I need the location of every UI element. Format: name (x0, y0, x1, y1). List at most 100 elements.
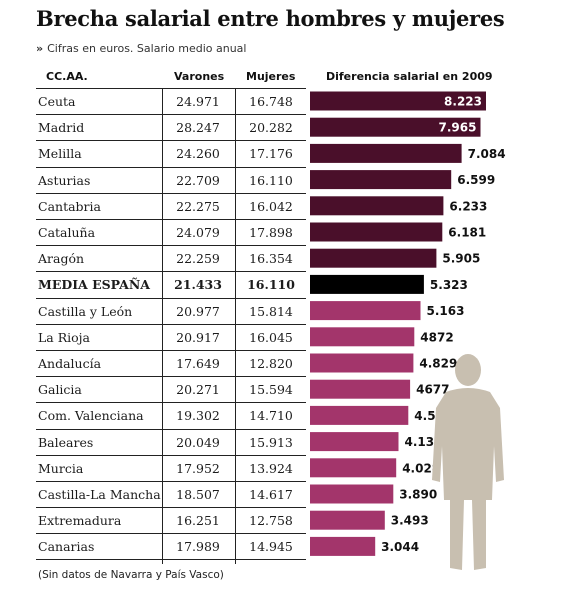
region-name: Castilla-La Mancha (38, 487, 161, 502)
women-salary: 15.814 (249, 303, 293, 319)
women-salary: 16.045 (249, 329, 293, 345)
region-name: Galicia (38, 382, 82, 398)
table-row: MEDIA ESPAÑA 21.433 16.110 (36, 271, 306, 297)
table-row: Com. Valenciana 19.302 14.710 (36, 402, 306, 428)
region-name: MEDIA ESPAÑA (38, 277, 150, 293)
gap-bar (310, 432, 399, 452)
gap-bar (310, 536, 376, 556)
subtitle-marker: » (36, 42, 44, 55)
header-women: Mujeres (246, 70, 296, 83)
men-salary: 17.952 (176, 460, 220, 476)
men-salary: 20.977 (176, 303, 220, 319)
gap-bar (310, 301, 421, 321)
gap-value-label: 4.829 (419, 357, 457, 371)
women-salary: 17.898 (249, 225, 293, 240)
gap-bar (310, 196, 444, 216)
men-salary: 22.709 (176, 172, 220, 188)
men-salary: 19.302 (176, 408, 220, 424)
men-salary: 17.649 (176, 356, 220, 371)
table-row: Cataluña 24.079 17.898 (36, 219, 306, 245)
gap-value-label: 4.136 (405, 435, 443, 449)
gap-value-label: 4677 (416, 383, 449, 397)
women-salary: 15.594 (249, 382, 293, 398)
region-name: La Rioja (38, 329, 90, 345)
table-row: Extremadura 16.251 12.758 (36, 507, 306, 533)
gap-bar (310, 405, 409, 425)
gap-bar (310, 222, 443, 242)
table-row: Canarias 17.989 14.945 (36, 533, 306, 561)
men-salary: 16.251 (176, 513, 220, 529)
region-name: Com. Valenciana (38, 408, 144, 424)
table-row: Asturias 22.709 16.110 (36, 166, 306, 193)
gap-bar (310, 510, 385, 530)
table-row: Baleares 20.049 15.913 (36, 428, 306, 455)
gap-value-label: 3.493 (391, 514, 429, 528)
women-salary: 13.924 (249, 460, 293, 476)
women-salary: 17.176 (249, 146, 293, 162)
gap-bar (310, 170, 452, 190)
women-salary: 14.945 (249, 539, 293, 555)
table-row: Cantabria 22.275 16.042 (36, 192, 306, 219)
region-name: Murcia (38, 460, 84, 476)
women-salary: 16.354 (249, 251, 293, 267)
gap-value-label: 3.890 (399, 488, 437, 502)
men-salary: 24.260 (176, 146, 220, 162)
gap-value-label: 5.905 (442, 252, 480, 266)
women-salary: 16.110 (249, 172, 293, 188)
region-name: Andalucía (38, 356, 102, 371)
column-divider (162, 88, 163, 564)
gap-value-label: 4.028 (402, 461, 440, 475)
women-salary: 12.758 (249, 513, 293, 529)
men-salary: 24.079 (176, 225, 220, 240)
chart-title: Brecha salarial entre hombres y mujeres (36, 6, 505, 31)
table-row: Aragón 22.259 16.354 (36, 245, 306, 271)
column-divider (235, 88, 236, 564)
header-gap: Diferencia salarial en 2009 (326, 70, 493, 83)
gap-value-label: 6.181 (448, 226, 486, 240)
men-salary: 22.259 (176, 251, 220, 267)
gap-bar (310, 327, 415, 347)
table-row: Madrid 28.247 20.282 (36, 114, 306, 140)
table-row: Murcia 17.952 13.924 (36, 454, 306, 481)
table-row: Andalucía 17.649 12.820 (36, 350, 306, 376)
gap-bar (310, 458, 397, 478)
region-name: Madrid (38, 120, 85, 136)
men-salary: 20.049 (176, 434, 220, 450)
table-row: Castilla-La Mancha 18.507 14.617 (36, 481, 306, 507)
region-name: Ceuta (38, 94, 76, 109)
table-row: La Rioja 20.917 16.045 (36, 323, 306, 350)
men-salary: 28.247 (176, 120, 220, 136)
men-salary: 20.271 (176, 382, 220, 398)
gap-value-label: 3.044 (381, 540, 419, 554)
gap-value-label: 7.084 (468, 147, 506, 161)
gap-bar (310, 379, 411, 399)
subtitle-text: Cifras en euros. Salario medio anual (47, 42, 247, 55)
men-salary: 17.989 (176, 539, 220, 555)
gap-value-label: 7.965 (439, 121, 477, 135)
table-row: Ceuta 24.971 16.748 (36, 88, 306, 114)
salary-table: Ceuta 24.971 16.748 Madrid 28.247 20.282 Melil… (36, 88, 306, 564)
gap-bar (310, 484, 394, 504)
header-region: CC.AA. (46, 70, 88, 83)
gap-bar (310, 91, 486, 111)
women-salary: 12.820 (249, 356, 293, 371)
footnote: (Sin datos de Navarra y País Vasco) (38, 569, 224, 581)
gap-bar (310, 143, 462, 163)
gap-bar (310, 248, 437, 268)
region-name: Castilla y León (38, 303, 133, 319)
region-name: Extremadura (38, 513, 122, 529)
women-salary: 20.282 (249, 120, 293, 136)
region-name: Melilla (38, 146, 82, 162)
region-name: Aragón (38, 251, 85, 267)
region-name: Baleares (38, 434, 94, 450)
women-salary: 16.110 (247, 277, 295, 293)
region-name: Cantabria (38, 198, 101, 214)
women-salary: 16.748 (249, 94, 293, 109)
header-men: Varones (174, 70, 225, 83)
men-salary: 21.433 (174, 277, 222, 293)
gap-value-label: 6.233 (449, 199, 487, 213)
gap-bar (310, 353, 414, 373)
gap-value-label: 5.323 (430, 278, 468, 292)
table-row: Castilla y León 20.977 15.814 (36, 297, 306, 324)
men-salary: 24.971 (176, 94, 220, 109)
